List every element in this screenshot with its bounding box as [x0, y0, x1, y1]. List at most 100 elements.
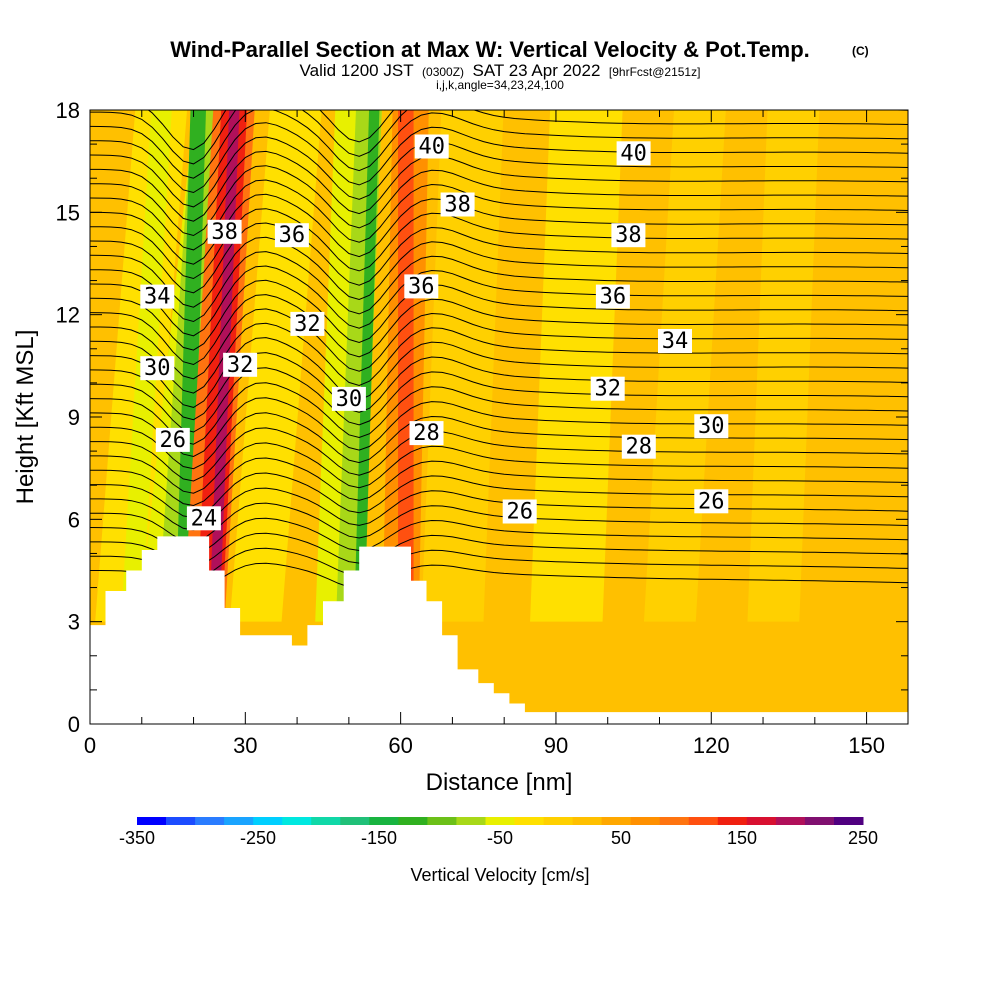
title-mark: (C): [852, 44, 869, 58]
contour-label: 26: [155, 427, 190, 453]
isentrope-line: [90, 110, 908, 165]
contour-label-text: 36: [279, 223, 306, 248]
colorbar-tick-label: 150: [727, 828, 757, 848]
x-tick-label: 60: [388, 733, 412, 758]
contour-label: 32: [290, 311, 325, 337]
contour-label-box: [409, 421, 444, 446]
velocity-band-up2-core: [398, 110, 414, 622]
colorbar-swatch: [195, 817, 225, 825]
contour-label: 36: [404, 274, 439, 299]
valid-line: Valid 1200 JST (0300Z) SAT 23 Apr 2022 […: [300, 61, 701, 80]
isentrope-line: [90, 427, 908, 482]
contour-label: 28: [409, 421, 444, 446]
y-tick-label: 15: [56, 200, 80, 225]
contour-label: 26: [694, 489, 729, 514]
y-tick-label: 18: [56, 98, 80, 123]
contour-label-box: [502, 499, 537, 524]
isentrope-line: [90, 562, 908, 592]
contour-label: 36: [595, 284, 630, 310]
colorbar-swatch: [717, 817, 748, 825]
colorbar: [137, 817, 864, 825]
colorbar-swatch: [804, 817, 835, 825]
contour-label-box: [274, 223, 309, 248]
contour-label-box: [414, 134, 449, 159]
contour-label-text: 32: [594, 377, 621, 402]
colorbar-tick-label: -150: [361, 828, 397, 848]
contour-label-text: 40: [620, 141, 647, 166]
contour-label-box: [290, 311, 325, 336]
contour-label-box: [590, 376, 625, 401]
contour-label: 24: [186, 506, 221, 531]
contour-label-text: 38: [615, 223, 642, 248]
isentrope-line: [90, 397, 908, 458]
colorbar-tick-label: 250: [848, 828, 878, 848]
y-tick-labels: 0 3 6 9 12 15 18: [56, 98, 80, 737]
isentrope-line: [90, 294, 908, 366]
colorbar-swatch: [775, 817, 806, 825]
contour-label: 38: [440, 192, 475, 218]
contour-label: 38: [611, 223, 646, 248]
y-tick-label: 9: [68, 405, 80, 430]
x-axis-label: Distance [nm]: [426, 769, 573, 796]
colorbar-swatch: [543, 817, 574, 825]
x-tick-label: 30: [233, 733, 257, 758]
contour-label-text: 30: [336, 387, 363, 412]
isentrope-line: [90, 367, 908, 433]
isentrope-line: [90, 382, 908, 445]
isentrope-line: [90, 308, 908, 380]
isentrope-line: [90, 165, 908, 237]
colorbar-tick-labels: -350 -250 -150 -50 50 150 250: [119, 828, 878, 848]
contour-label-text: 28: [413, 421, 440, 446]
contour-label-box: [658, 329, 692, 353]
contour-label: 26: [502, 499, 537, 525]
x-tick-label: 150: [848, 733, 885, 758]
contour-label: 28: [621, 434, 656, 460]
isentrope-line: [90, 412, 908, 470]
isentrope-line: [90, 517, 908, 556]
colorbar-swatch: [485, 817, 515, 825]
colorbar-swatch: [601, 817, 632, 825]
contour-label-text: 30: [144, 356, 171, 381]
valid-utc: (0300Z): [422, 65, 464, 79]
contour-label-text: 38: [211, 220, 238, 245]
contour-label-box: [186, 506, 221, 531]
contour-label-box: [404, 274, 439, 299]
isentrope-line: [90, 110, 908, 179]
isentrope-line: [90, 122, 908, 194]
isentrope-line: [90, 222, 908, 294]
contour-label-text: 28: [626, 435, 653, 460]
x-tick-labels: 0 30 60 90 120 150: [84, 733, 885, 758]
contour-label-text: 34: [144, 285, 171, 310]
x-tick-label: 90: [544, 733, 568, 758]
contour-label-box: [207, 219, 242, 244]
velocity-band-down2-core: [354, 110, 380, 622]
contour-label-text: 24: [191, 506, 218, 531]
contour-label-text: 26: [698, 489, 725, 514]
y-tick-label: 3: [68, 610, 80, 635]
isentrope-line: [90, 457, 908, 507]
contour-label-text: 32: [294, 312, 321, 337]
isentrope-line: [90, 136, 908, 208]
colorbar-swatch: [224, 817, 254, 825]
contour-label: 38: [207, 219, 242, 245]
x-tick-label: 120: [693, 733, 730, 758]
velocity-band-band-d: [421, 110, 504, 622]
colorbar-tick-label: -250: [240, 828, 276, 848]
isentrope-line: [90, 236, 908, 308]
x-tick-label: 0: [84, 733, 96, 758]
contour-label: 40: [414, 134, 449, 160]
colorbar-swatch: [659, 817, 690, 825]
contour-label-text: 36: [600, 285, 627, 310]
isentrope-line: [90, 279, 908, 351]
colorbar-swatch: [456, 817, 486, 825]
y-tick-label: 6: [68, 507, 80, 532]
contour-label: 34: [140, 284, 175, 310]
contour-label-box: [616, 141, 651, 166]
isentrope-line: [90, 532, 908, 568]
isentrope-line: [90, 502, 908, 543]
colorbar-swatch: [572, 817, 603, 825]
isentrope-line: [90, 472, 908, 519]
isentrope-line: [90, 265, 908, 337]
indices-line: i,j,k,angle=34,23,24,100: [436, 78, 564, 92]
